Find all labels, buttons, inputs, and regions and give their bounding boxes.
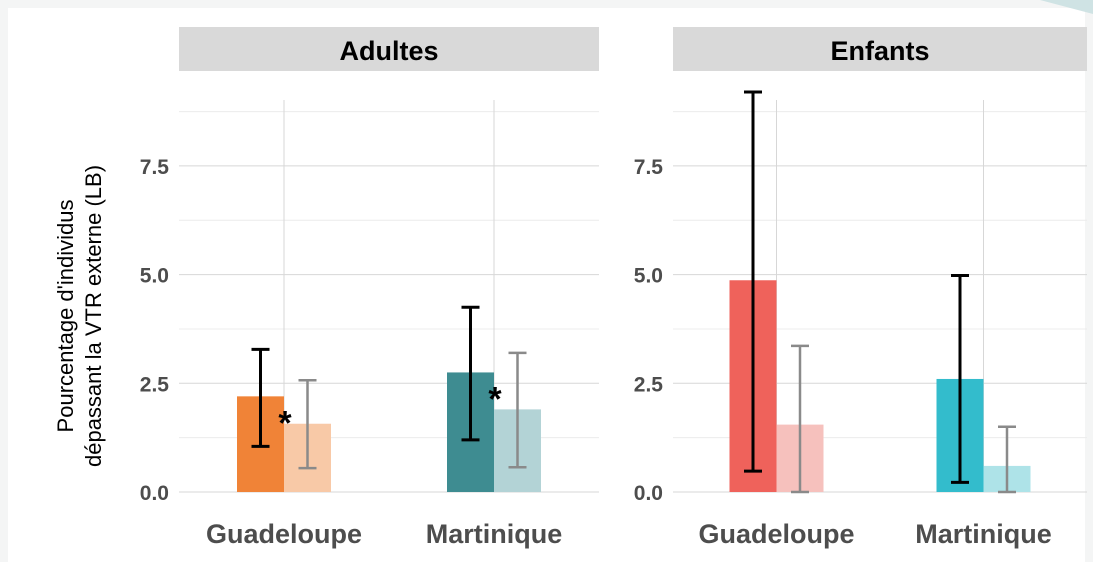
y-axis-label-line-1: Pourcentage d'individus <box>53 200 78 433</box>
y-tick-label: 2.5 <box>140 373 170 396</box>
x-tick-label: Guadeloupe <box>698 519 854 549</box>
significance-asterisk: * <box>488 380 502 418</box>
y-tick-label: 0.0 <box>634 482 663 505</box>
panel-strip <box>673 27 1087 71</box>
y-tick-label: 0.0 <box>140 482 169 505</box>
x-tick-label: Martinique <box>426 519 563 549</box>
y-tick-label: 5.0 <box>140 265 169 288</box>
panel-title: Enfants <box>830 36 929 66</box>
y-tick-label: 7.5 <box>634 156 664 179</box>
figure-background <box>8 8 1085 562</box>
panel-adultes: Adultes 0.0 2.5 5.0 7.5 Guadeloupe Martinique *… <box>140 27 599 549</box>
panel-title: Adultes <box>339 36 438 66</box>
panel-enfants: Enfants 0.0 2.5 5.0 7.5 Guadeloupe Martinique <box>634 27 1087 549</box>
y-tick-label: 7.5 <box>140 156 170 179</box>
y-axis-label-line-2: dépassant la VTR externe (LB) <box>81 165 106 467</box>
panel-strip <box>179 27 599 71</box>
x-tick-label: Guadeloupe <box>206 519 362 549</box>
corner-decoration <box>1040 0 1093 14</box>
y-tick-label: 2.5 <box>634 373 664 396</box>
y-tick-label: 5.0 <box>634 265 663 288</box>
x-tick-label: Martinique <box>915 519 1052 549</box>
